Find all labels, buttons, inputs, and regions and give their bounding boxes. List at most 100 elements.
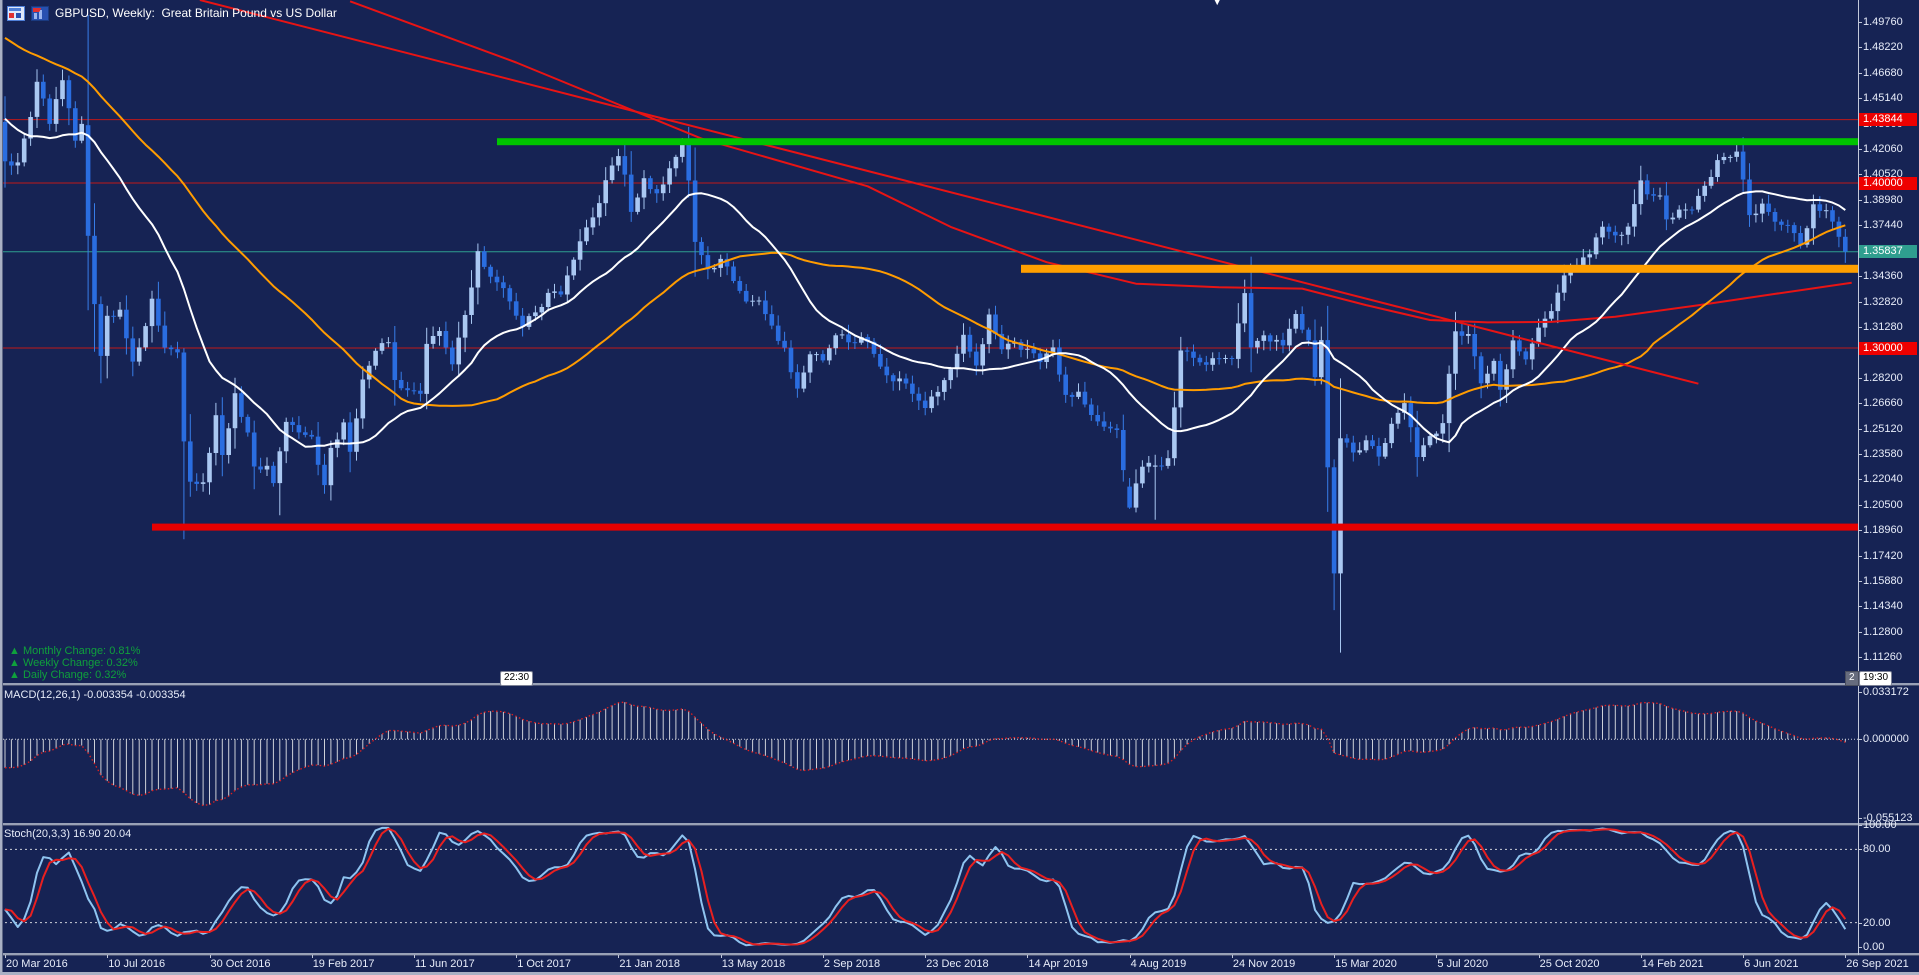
date-axis-tick bbox=[618, 955, 620, 958]
price-axis-tick bbox=[1858, 581, 1862, 582]
price-axis-tick bbox=[1858, 377, 1862, 379]
panel-separator[interactable] bbox=[0, 683, 1919, 686]
bear-candles bbox=[2, 80, 1848, 574]
price-axis-tick bbox=[1858, 326, 1862, 328]
date-axis-label: 15 Mar 2020 bbox=[1335, 958, 1397, 970]
date-axis-label: 5 Jul 2020 bbox=[1437, 958, 1489, 970]
chart-title-bar: GBPUSD, Weekly: Great Britain Pound vs U… bbox=[7, 5, 337, 21]
date-axis-tick bbox=[720, 955, 722, 958]
price-axis-label: 1.20500 bbox=[1863, 498, 1903, 511]
macd-label: MACD(12,26,1) -0.003354 -0.003354 bbox=[4, 689, 186, 701]
date-axis-tick bbox=[1436, 955, 1438, 958]
date-axis-label: 26 Sep 2021 bbox=[1846, 958, 1909, 970]
macd-axis-label: -0.055123 bbox=[1863, 812, 1913, 824]
stoch-axis-label: 0.00 bbox=[1863, 941, 1885, 953]
date-axis-label: 6 Jun 2021 bbox=[1744, 958, 1799, 970]
time-badge: 22:30 bbox=[500, 671, 534, 686]
expert-advisor-icon bbox=[31, 5, 49, 21]
date-axis-tick bbox=[414, 955, 415, 958]
monthly-change: ▲ Monthly Change: 0.81% bbox=[9, 645, 141, 657]
price-axis-label: 1.37440 bbox=[1863, 219, 1903, 232]
down-arrow-marker: ▼ bbox=[1212, 0, 1222, 7]
macd-signal-line bbox=[5, 701, 1846, 807]
date-axis-tick bbox=[5, 955, 6, 958]
support-zone-red[interactable] bbox=[152, 523, 1858, 531]
stoch-label: Stoch(20,3,3) 16.90 20.04 bbox=[4, 828, 132, 840]
price-axis-tick bbox=[1858, 606, 1862, 608]
date-axis-tick bbox=[107, 955, 109, 958]
price-axis-tick bbox=[1858, 199, 1862, 201]
price-axis-tick bbox=[1858, 504, 1862, 506]
time-badge-prefix: 2 bbox=[1845, 671, 1859, 686]
panel-separator[interactable] bbox=[0, 823, 1919, 826]
price-axis-divider bbox=[1858, 0, 1859, 955]
date-axis-label: 10 Jul 2016 bbox=[108, 958, 166, 970]
macd-axis-tick bbox=[1858, 692, 1862, 693]
date-axis-label: 11 Jun 2017 bbox=[415, 958, 475, 970]
stoch-axis-tick bbox=[1858, 849, 1862, 851]
resistance-zone-green[interactable] bbox=[497, 138, 1858, 146]
date-axis-tick bbox=[1743, 955, 1745, 958]
price-axis-label: 1.48220 bbox=[1863, 41, 1903, 54]
stoch-axis-tick bbox=[1858, 922, 1862, 924]
date-axis-label: 20 Mar 2016 bbox=[6, 958, 68, 970]
price-axis-tick bbox=[1858, 98, 1862, 100]
price-axis-tick bbox=[1858, 454, 1862, 455]
price-axis-label: 1.17420 bbox=[1863, 549, 1903, 562]
price-axis-label: 1.25120 bbox=[1863, 422, 1903, 435]
price-axis-label: 1.46680 bbox=[1863, 66, 1903, 79]
stoch-axis-label: 80.00 bbox=[1863, 843, 1891, 856]
date-axis-label: 21 Jan 2018 bbox=[619, 958, 680, 970]
stoch-axis-tick bbox=[1858, 825, 1862, 826]
price-axis-label: 1.12800 bbox=[1863, 625, 1903, 638]
date-axis-label: 14 Feb 2021 bbox=[1641, 958, 1704, 970]
price-axis-label: 1.18960 bbox=[1863, 524, 1903, 537]
price-axis-label: 1.22040 bbox=[1863, 473, 1903, 486]
broken-support-zone-orange[interactable] bbox=[1021, 264, 1858, 273]
date-axis-label: 13 May 2018 bbox=[721, 958, 786, 970]
weekly-change: ▲ Weekly Change: 0.32% bbox=[9, 657, 138, 669]
stoch-indicator-panel[interactable] bbox=[0, 825, 1919, 953]
macd-indicator-panel[interactable] bbox=[0, 686, 1919, 823]
price-axis-label: 1.32820 bbox=[1863, 295, 1903, 308]
price-axis-label: 1.26660 bbox=[1863, 397, 1903, 410]
price-axis-tick bbox=[1858, 555, 1862, 557]
price-axis-label: 1.38980 bbox=[1863, 193, 1903, 206]
chart-window-icon bbox=[7, 5, 25, 21]
price-axis-label: 1.42060 bbox=[1863, 143, 1903, 155]
bull-candles bbox=[15, 80, 1829, 574]
price-axis-label: 1.49760 bbox=[1863, 15, 1903, 28]
date-axis-label: 25 Oct 2020 bbox=[1539, 958, 1600, 970]
date-axis-tick bbox=[1231, 955, 1233, 958]
stoch-axis-tick bbox=[1858, 947, 1862, 948]
panel-separator[interactable] bbox=[0, 953, 1919, 956]
price-axis-label: 1.15880 bbox=[1863, 575, 1903, 587]
price-axis-tick bbox=[1858, 530, 1862, 532]
price-axis-tick bbox=[1858, 301, 1862, 303]
price-axis-tick bbox=[1858, 631, 1862, 633]
date-axis-label: 1 Oct 2017 bbox=[517, 958, 572, 970]
date-axis-tick bbox=[925, 955, 927, 958]
bear-candle-wicks bbox=[4, 15, 1846, 611]
price-axis-tick bbox=[1858, 428, 1862, 430]
price-axis-tick bbox=[1858, 47, 1862, 49]
price-axis-tick bbox=[1858, 479, 1862, 481]
slow-ma-orange-line[interactable] bbox=[4, 37, 1846, 407]
date-axis-label: 30 Oct 2016 bbox=[210, 958, 271, 970]
price-badge: 1.43844 bbox=[1859, 113, 1917, 127]
date-axis-label: 2 Sep 2018 bbox=[823, 958, 881, 970]
price-axis-tick bbox=[1858, 403, 1862, 405]
window-frame bbox=[2, 0, 3, 975]
fast-ma-white-line[interactable] bbox=[4, 117, 1846, 448]
daily-change: ▲ Daily Change: 0.32% bbox=[9, 669, 127, 681]
window-frame bbox=[0, 0, 2, 975]
symbol-title: GBPUSD, Weekly: Great Britain Pound vs U… bbox=[55, 6, 337, 20]
time-badge: 19:30 bbox=[1859, 671, 1893, 686]
date-axis-label: 4 Aug 2019 bbox=[1130, 958, 1187, 970]
date-axis-label: 23 Dec 2018 bbox=[926, 958, 989, 970]
price-chart[interactable] bbox=[0, 0, 1919, 684]
price-badge: 1.40000 bbox=[1859, 176, 1917, 190]
long-ma-red-line[interactable] bbox=[349, 0, 1852, 324]
descending-trendline[interactable] bbox=[199, 0, 1699, 385]
